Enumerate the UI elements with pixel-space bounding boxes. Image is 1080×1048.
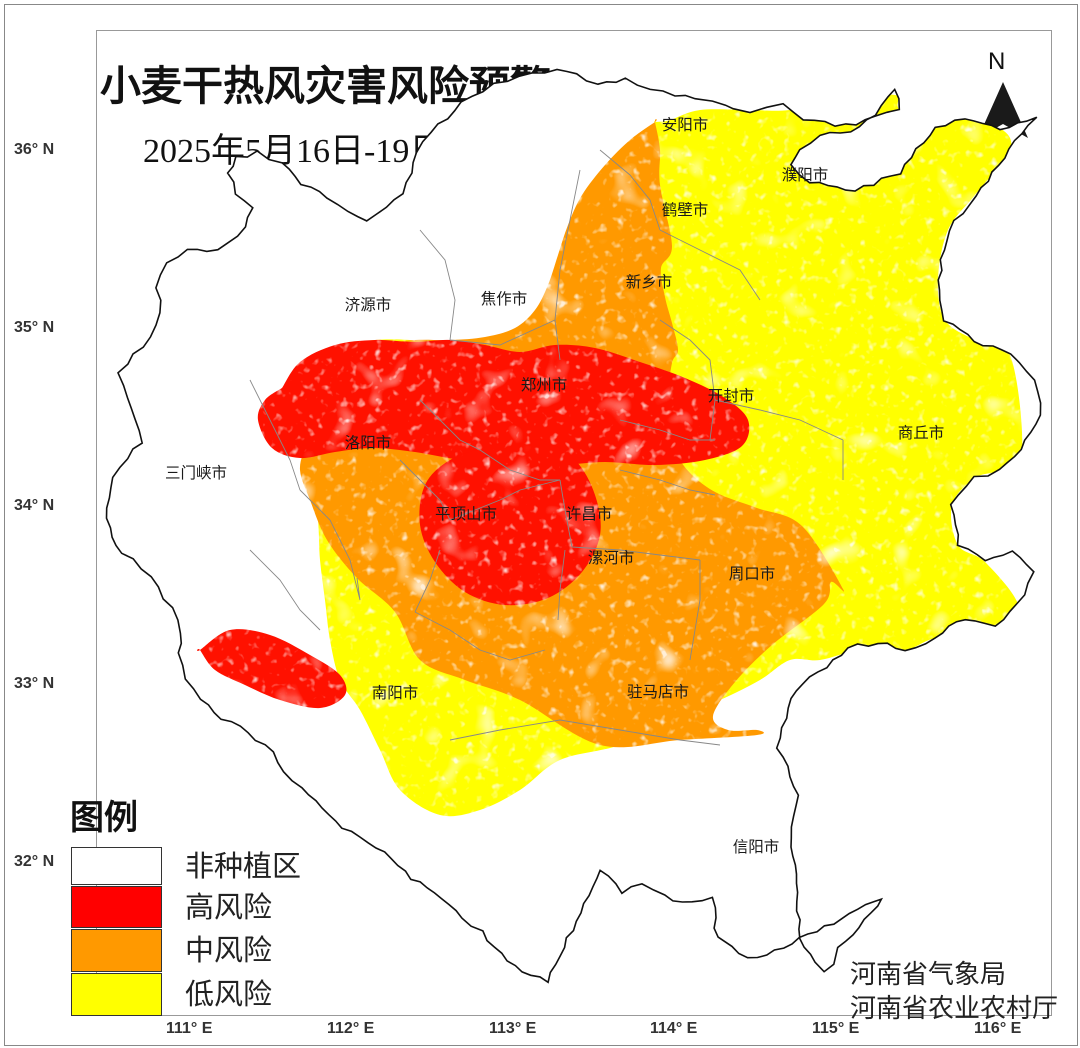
svg-text:信阳市: 信阳市 [733, 838, 780, 856]
svg-text:驻马店市: 驻马店市 [627, 683, 689, 701]
svg-text:三门峡市: 三门峡市 [165, 464, 227, 482]
svg-text:漯河市: 漯河市 [588, 549, 635, 567]
svg-text:新乡市: 新乡市 [626, 273, 673, 291]
svg-text:濮阳市: 濮阳市 [782, 166, 829, 184]
svg-text:平顶山市: 平顶山市 [435, 505, 497, 523]
svg-text:安阳市: 安阳市 [662, 116, 709, 134]
svg-text:济源市: 济源市 [345, 296, 392, 314]
svg-text:焦作市: 焦作市 [481, 290, 528, 308]
svg-text:鹤壁市: 鹤壁市 [662, 201, 709, 219]
svg-text:开封市: 开封市 [708, 387, 755, 405]
svg-text:南阳市: 南阳市 [372, 684, 419, 702]
svg-text:商丘市: 商丘市 [898, 424, 945, 442]
svg-text:洛阳市: 洛阳市 [345, 434, 392, 452]
svg-text:周口市: 周口市 [729, 565, 776, 583]
svg-text:许昌市: 许昌市 [566, 505, 613, 523]
svg-text:郑州市: 郑州市 [521, 376, 568, 394]
